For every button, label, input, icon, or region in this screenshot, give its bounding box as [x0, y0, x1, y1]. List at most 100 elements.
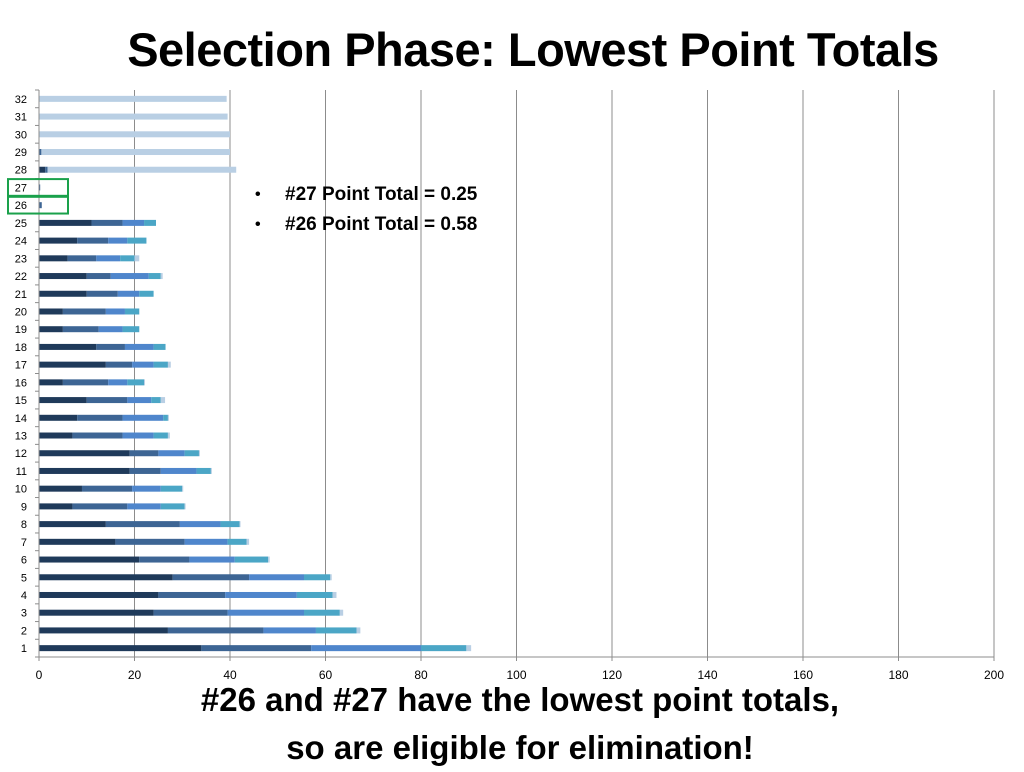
bar-segment: [184, 450, 199, 457]
bar-segment: [96, 343, 125, 350]
y-tick-label: 18: [15, 342, 27, 354]
bar-segment: [153, 343, 166, 350]
bar-segment: [39, 432, 73, 439]
y-tick-label: 13: [15, 431, 27, 443]
bar-segment: [160, 467, 197, 474]
bar-segment: [139, 556, 190, 563]
bar-segment: [151, 397, 161, 404]
bar-segment: [62, 308, 106, 315]
y-tick-label: 21: [15, 289, 27, 301]
y-tick-label: 32: [15, 94, 27, 106]
slide-title: Selection Phase: Lowest Point Totals: [127, 23, 939, 76]
bar-segment: [160, 485, 183, 492]
bar-segment: [39, 521, 106, 528]
bar-segment: [117, 290, 140, 297]
y-tick-label: 25: [15, 218, 27, 230]
bar-segment: [39, 467, 130, 474]
bar-segment: [39, 184, 41, 191]
bar-segment: [105, 521, 180, 528]
bar-segment: [122, 432, 154, 439]
bar-segment: [182, 485, 184, 492]
bar-segment: [332, 591, 337, 598]
bar-segment: [234, 556, 269, 563]
bar-segment: [39, 556, 140, 563]
x-tick-label: 180: [888, 668, 908, 682]
bar-segment: [72, 432, 123, 439]
bar-segment: [62, 326, 99, 333]
bar-segment: [330, 574, 332, 581]
y-tick-label: 19: [15, 324, 27, 336]
bar-segment: [108, 379, 128, 386]
y-tick-label: 26: [15, 200, 27, 212]
x-tick-label: 20: [128, 668, 142, 682]
bar-segment: [304, 609, 340, 616]
bar-segment: [127, 397, 152, 404]
y-tick-label: 5: [21, 572, 27, 584]
bar-segment: [124, 343, 154, 350]
y-tick-label: 9: [21, 501, 27, 513]
bar-segment: [39, 131, 230, 138]
bar-segment: [132, 361, 154, 368]
bar-segment: [39, 609, 154, 616]
bar-segment: [39, 343, 97, 350]
bar-segment: [39, 627, 168, 634]
bar-segment: [268, 556, 270, 563]
bar-segment: [167, 432, 170, 439]
bar-segment: [311, 645, 421, 652]
bar-segment: [225, 591, 297, 598]
bar-segment: [356, 627, 361, 634]
bar-segment: [77, 414, 123, 421]
bar-segment: [227, 609, 305, 616]
bar-segment: [315, 627, 357, 634]
bar-segment: [45, 166, 48, 173]
x-tick-label: 200: [984, 668, 1004, 682]
bullet-text-27: #27 Point Total = 0.25: [285, 184, 478, 205]
y-tick-label: 6: [21, 555, 27, 567]
bar-segment: [163, 414, 168, 421]
bar-segment: [144, 219, 156, 226]
bar-segment: [105, 308, 125, 315]
bar-segment: [120, 255, 135, 262]
y-tick-label: 4: [21, 590, 27, 602]
y-tick-label: 11: [16, 466, 27, 478]
bar-segment: [129, 467, 161, 474]
y-tick-label: 12: [15, 448, 27, 460]
bar-segment: [77, 237, 109, 244]
bar-segment: [39, 149, 42, 156]
bar-segment: [184, 538, 228, 545]
bar-segment: [39, 397, 87, 404]
y-tick-label: 1: [21, 643, 27, 655]
bar-segment: [39, 538, 116, 545]
y-tick-label: 3: [21, 608, 27, 620]
y-tick-label: 7: [21, 537, 27, 549]
x-tick-label: 140: [697, 668, 717, 682]
x-tick-label: 40: [223, 668, 237, 682]
bar-segment: [91, 219, 123, 226]
bar-segment: [39, 414, 78, 421]
bar-segment: [67, 255, 97, 262]
bar-segment: [86, 290, 118, 297]
x-tick-label: 60: [319, 668, 333, 682]
bar-segment: [81, 485, 133, 492]
bar-segment: [39, 379, 63, 386]
bar-segment: [105, 361, 133, 368]
bar-segment: [167, 414, 169, 421]
bar-segment: [39, 591, 159, 598]
bar-segment: [127, 379, 145, 386]
bullet-text-26: #26 Point Total = 0.58: [285, 214, 478, 235]
caption-line-1: #26 and #27 have the lowest point totals…: [200, 681, 840, 718]
bar-segment: [39, 503, 73, 510]
bar-segment: [466, 645, 472, 652]
bar-segment: [96, 255, 121, 262]
bar-segment: [129, 450, 159, 457]
bar-segment: [139, 290, 154, 297]
y-tick-label: 24: [15, 236, 27, 248]
bar-segment: [39, 574, 173, 581]
bullet-list: • #27 Point Total = 0.25 • #26 Point Tot…: [255, 180, 477, 240]
bar-segment: [115, 538, 185, 545]
bar-segment: [249, 574, 305, 581]
caption-line-2: so are eligible for elimination!: [286, 729, 754, 766]
bar-segment: [158, 450, 185, 457]
bar-segment: [160, 397, 166, 404]
caption: #26 and #27 have the lowest point totals…: [0, 676, 1024, 772]
